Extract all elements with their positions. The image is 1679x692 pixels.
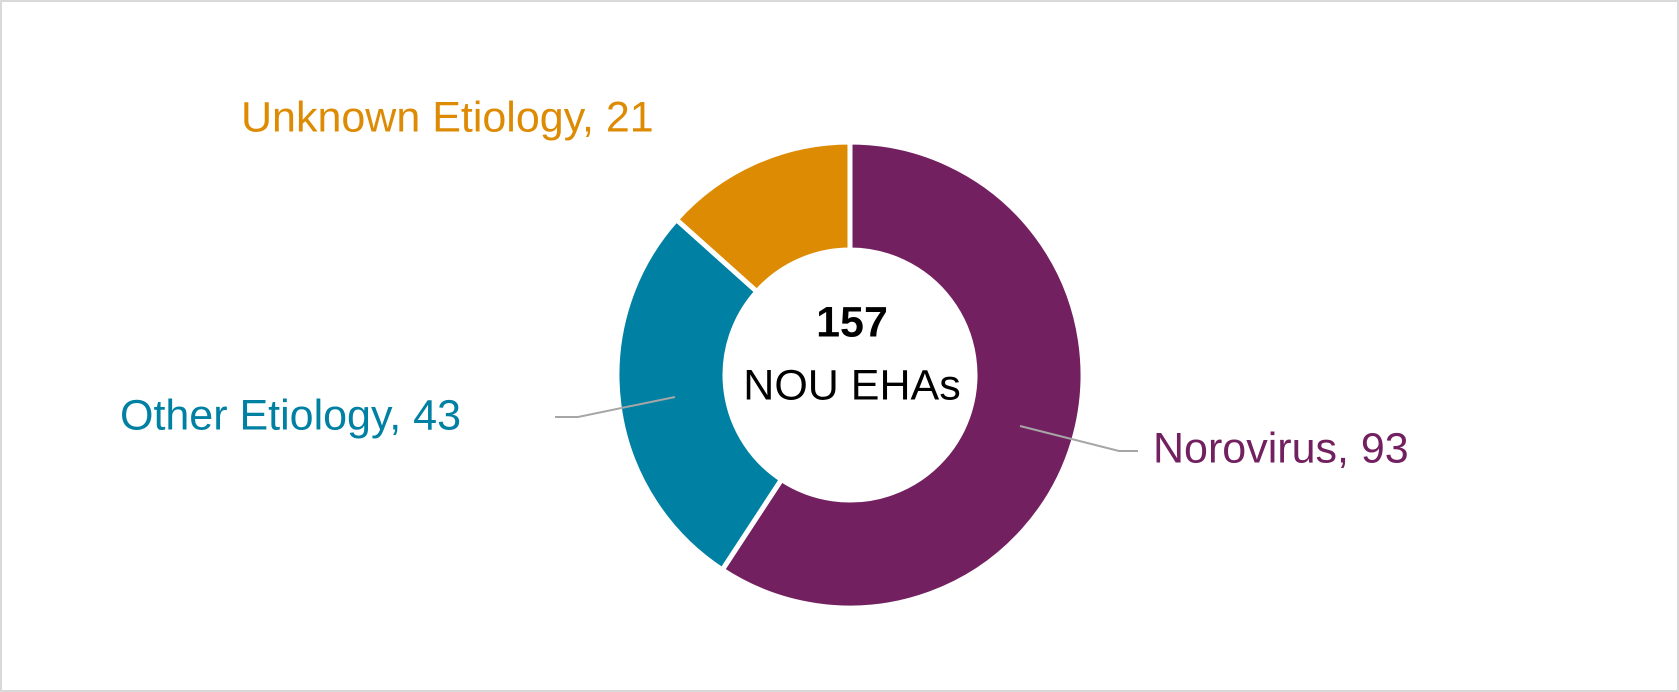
leader-line <box>1019 425 1138 452</box>
data-label: Other Etiology, 43 <box>120 391 461 439</box>
data-label: Norovirus, 93 <box>1153 424 1409 472</box>
data-label: Unknown Etiology, 21 <box>241 93 654 141</box>
donut-slice <box>614 216 785 574</box>
leader-line <box>555 396 676 418</box>
center-label: NOU EHAs <box>743 361 960 409</box>
donut-slice <box>672 139 853 296</box>
donut-slice <box>718 139 1086 611</box>
center-total: 157 <box>816 298 888 346</box>
